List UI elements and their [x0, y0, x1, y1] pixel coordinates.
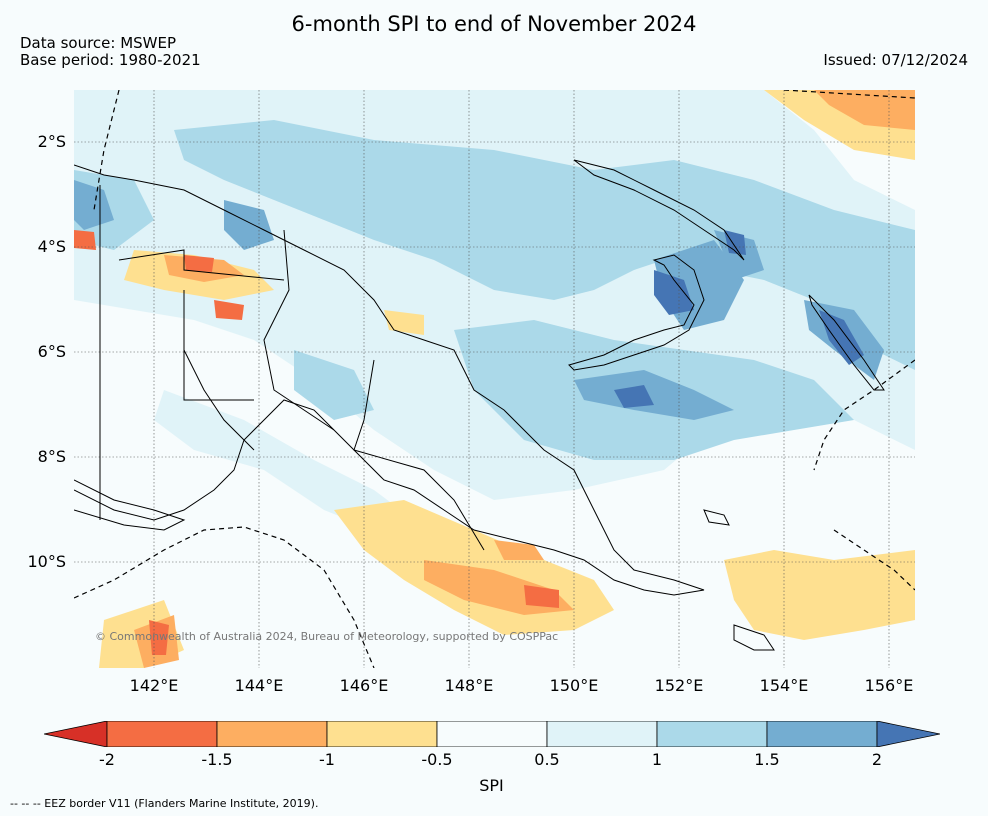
lon-label-146e: 146°E	[339, 676, 389, 695]
lat-label-8s: 8°S	[37, 447, 66, 466]
eez-borders	[74, 90, 915, 668]
lat-label-6s: 6°S	[37, 342, 66, 361]
lat-label-4s: 4°S	[37, 237, 66, 256]
graticule	[74, 90, 915, 668]
copyright-notice: © Commonwealth of Australia 2024, Bureau…	[95, 630, 558, 643]
spi-field-red	[74, 230, 559, 655]
lon-label-156e: 156°E	[864, 676, 914, 695]
colorbar-tick: -1	[319, 750, 335, 769]
colorbar-tick: -1.5	[201, 750, 233, 769]
issued-date-label: Issued: 07/12/2024	[823, 51, 968, 69]
data-source-label: Data source: MSWEP	[20, 34, 177, 52]
lat-label-2s: 2°S	[37, 132, 66, 151]
spi-field-deep-blue	[614, 230, 864, 408]
colorbar-label: SPI	[479, 776, 504, 795]
colorbar-segment	[216, 721, 328, 747]
colorbar-segment	[436, 721, 548, 747]
colorbar-tick: 0.5	[534, 750, 560, 769]
colorbar-segment	[656, 721, 768, 747]
lon-label-142e: 142°E	[129, 676, 179, 695]
colorbar-tick: 1.5	[754, 750, 780, 769]
spi-map: © Commonwealth of Australia 2024, Bureau…	[74, 90, 915, 668]
colorbar-segment	[106, 721, 218, 747]
coastlines	[74, 159, 885, 651]
base-period-label: Base period: 1980-2021	[20, 51, 201, 69]
colorbar-tick: -0.5	[421, 750, 453, 769]
colorbar-tick: 1	[651, 750, 663, 769]
spi-colorbar	[44, 721, 940, 747]
colorbar-segment	[766, 721, 878, 747]
lon-label-144e: 144°E	[234, 676, 284, 695]
lon-label-154e: 154°E	[759, 676, 809, 695]
boundaries	[99, 185, 485, 551]
colorbar-segment	[546, 721, 658, 747]
lat-label-10s: 10°S	[27, 552, 66, 571]
lon-label-150e: 150°E	[549, 676, 599, 695]
lon-label-152e: 152°E	[654, 676, 704, 695]
colorbar-segment	[326, 721, 438, 747]
eez-legend-note: -- -- -- EEZ border V11 (Flanders Marine…	[10, 797, 319, 810]
colorbar-arrow-high	[876, 721, 940, 747]
colorbar-tick: -2	[99, 750, 115, 769]
lon-label-148e: 148°E	[444, 676, 494, 695]
map-title: 6-month SPI to end of November 2024	[291, 12, 697, 36]
colorbar-tick: 2	[871, 750, 883, 769]
colorbar-arrow-low	[44, 721, 108, 747]
